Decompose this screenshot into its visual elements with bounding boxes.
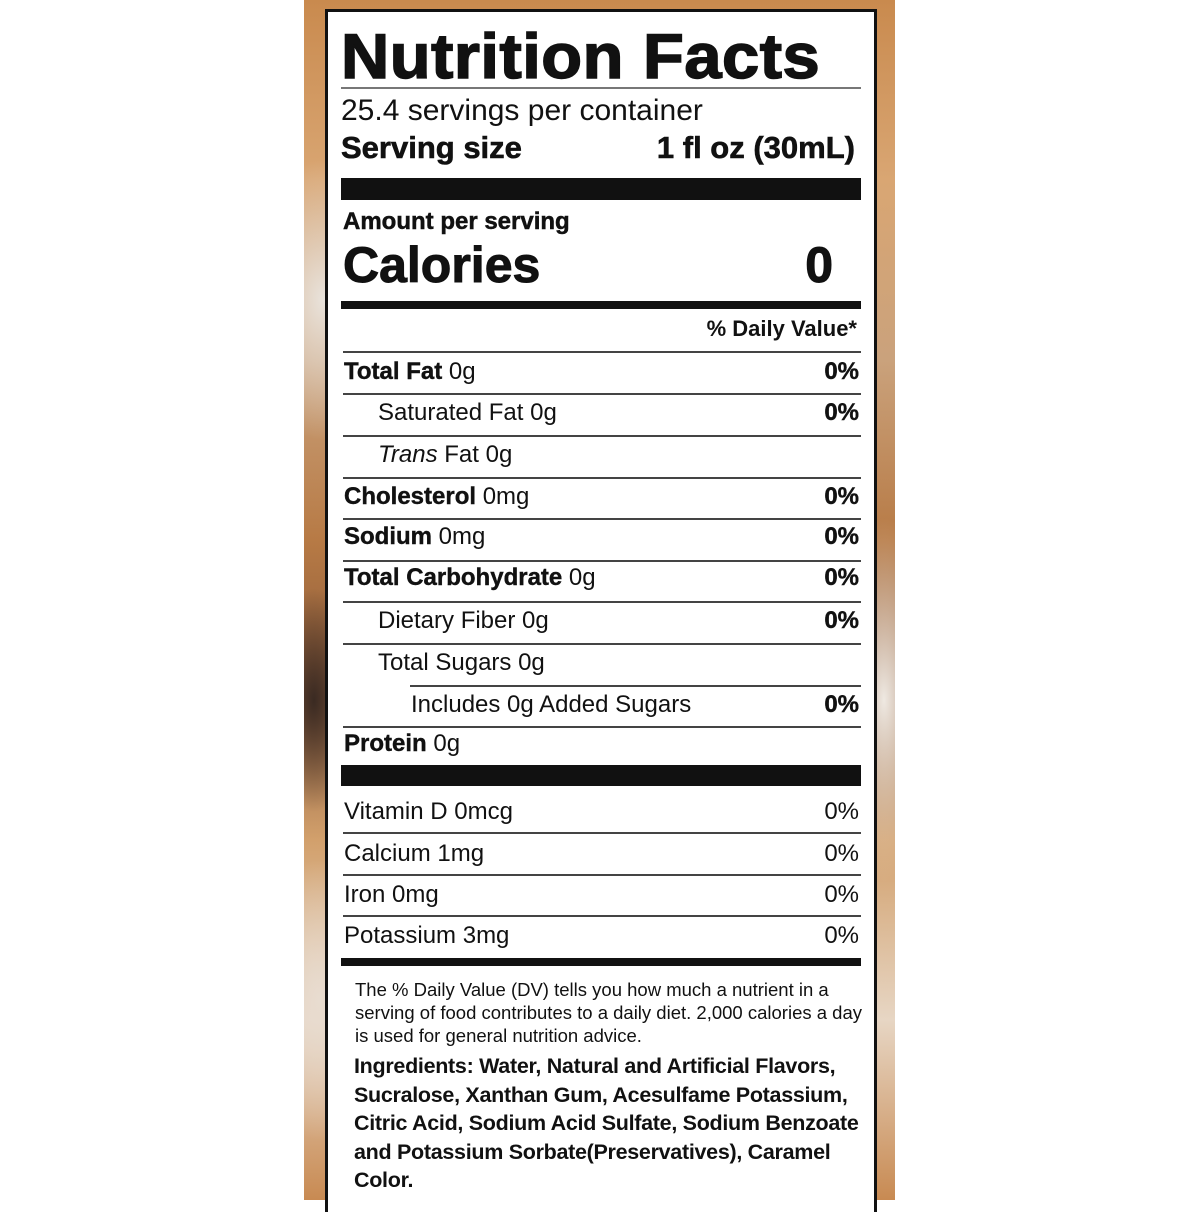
- divider: [343, 874, 861, 876]
- divider: [343, 518, 861, 520]
- divider: [343, 643, 861, 645]
- nutrient-row: Trans Fat 0g: [378, 440, 859, 470]
- divider: [410, 685, 861, 687]
- medium-bar: [341, 958, 861, 966]
- nutrient-name: Dietary Fiber: [378, 607, 516, 634]
- nutrient-label: Cholesterol 0mg: [344, 483, 530, 511]
- nutrient-name: Protein: [344, 730, 427, 757]
- nutrient-label: Includes 0g Added Sugars: [411, 691, 691, 719]
- divider: [343, 560, 861, 562]
- vitamin-label: Potassium 3mg: [344, 922, 509, 950]
- calories-label: Calories: [342, 237, 541, 294]
- vitamin-daily-value: 0%: [824, 840, 859, 867]
- nutrient-row: Total Fat 0g 0%: [344, 357, 859, 387]
- divider: [343, 393, 861, 395]
- nutrient-label: Protein 0g: [344, 730, 460, 758]
- vitamin-row: Calcium 1mg 0%: [344, 839, 859, 869]
- vitamin-daily-value: 0%: [824, 881, 859, 908]
- nutrient-daily-value: 0%: [824, 523, 859, 550]
- nutrient-label: Total Sugars 0g: [378, 649, 545, 677]
- nutrient-amount: 0mg: [438, 523, 486, 550]
- vitamin-name: Calcium: [344, 840, 431, 867]
- medium-bar: [341, 301, 861, 309]
- vitamin-daily-value: 0%: [824, 798, 859, 825]
- nutrient-amount: 0g: [485, 441, 513, 468]
- vitamin-amount: 0mg: [392, 881, 439, 908]
- vitamin-row: Vitamin D 0mcg 0%: [344, 797, 859, 827]
- nutrient-amount: 0g: [433, 730, 461, 757]
- ingredients: Ingredients: Water, Natural and Artifici…: [354, 1054, 859, 1192]
- vitamin-label: Vitamin D 0mcg: [344, 798, 513, 826]
- nutrient-row: Total Sugars 0g: [378, 648, 859, 678]
- nutrient-name: Includes 0g Added Sugars: [411, 691, 692, 718]
- nutrition-facts-label: Nutrition Facts 25.4 servings per contai…: [325, 9, 877, 1212]
- nutrient-daily-value: 0%: [824, 358, 859, 385]
- nutrient-row: Protein 0g: [344, 729, 859, 759]
- nutrient-row: Sodium 0mg 0%: [344, 522, 859, 552]
- nutrient-label: Trans Fat 0g: [378, 441, 512, 469]
- nutrient-row: Dietary Fiber 0g 0%: [378, 606, 859, 636]
- footnote: The % Daily Value (DV) tells you how muc…: [355, 979, 862, 1046]
- label-title: Nutrition Facts: [340, 21, 821, 93]
- divider: [343, 477, 861, 479]
- vitamin-daily-value: 0%: [824, 922, 859, 949]
- nutrient-daily-value: 0%: [824, 607, 859, 634]
- vitamin-amount: 3mg: [462, 922, 510, 949]
- nutrient-name: Total Sugars: [378, 649, 512, 676]
- nutrient-row: Includes 0g Added Sugars 0%: [411, 690, 859, 720]
- divider: [343, 601, 861, 603]
- nutrient-name-suffix: Fat: [444, 441, 479, 468]
- nutrient-label: Sodium 0mg: [344, 523, 486, 551]
- nutrient-daily-value: 0%: [824, 691, 859, 718]
- nutrient-daily-value: 0%: [824, 399, 859, 426]
- nutrient-amount: 0g: [448, 358, 476, 385]
- divider: [343, 915, 861, 917]
- thick-bar: [341, 765, 861, 786]
- daily-value-header: % Daily Value*: [706, 316, 857, 341]
- nutrient-daily-value: 0%: [824, 483, 859, 510]
- nutrient-name: Total Fat: [344, 358, 443, 385]
- vitamin-amount: 0mcg: [454, 798, 513, 825]
- nutrient-amount: 0g: [522, 607, 549, 634]
- nutrient-label: Total Fat 0g: [344, 358, 476, 386]
- nutrient-label: Total Carbohydrate 0g: [344, 564, 596, 592]
- nutrient-row: Cholesterol 0mg 0%: [344, 482, 859, 512]
- vitamin-name: Potassium: [344, 922, 457, 949]
- vitamin-label: Iron 0mg: [344, 881, 439, 909]
- serving-size-label: Serving size: [341, 130, 523, 166]
- nutrient-amount: 0g: [568, 564, 596, 591]
- calories: Calories 0: [342, 236, 834, 294]
- servings-per-container: 25.4 servings per container: [341, 94, 703, 127]
- vitamin-row: Iron 0mg 0%: [344, 880, 859, 910]
- nutrient-amount: 0g: [518, 649, 545, 676]
- divider: [343, 726, 861, 728]
- amount-per-serving: Amount per serving: [343, 208, 570, 236]
- vitamin-label: Calcium 1mg: [344, 840, 484, 868]
- vitamin-name: Vitamin D: [344, 798, 448, 825]
- calories-value: 0: [805, 237, 834, 294]
- nutrient-row: Total Carbohydrate 0g 0%: [344, 563, 859, 593]
- nutrient-name: Sodium: [344, 523, 432, 550]
- nutrient-label: Dietary Fiber 0g: [378, 607, 549, 635]
- nutrient-row: Saturated Fat 0g 0%: [378, 398, 859, 428]
- nutrient-name: Total Carbohydrate: [344, 564, 563, 591]
- nutrient-amount: 0mg: [482, 483, 530, 510]
- nutrient-amount: 0g: [530, 399, 557, 426]
- vitamin-amount: 1mg: [437, 840, 485, 867]
- divider: [343, 351, 861, 353]
- serving-size: Serving size 1 fl oz (30mL): [341, 130, 856, 166]
- vitamin-row: Potassium 3mg 0%: [344, 921, 859, 951]
- thick-bar: [341, 178, 861, 200]
- nutrient-name: Saturated Fat: [378, 399, 524, 426]
- divider: [341, 87, 861, 89]
- nutrient-name: Trans: [378, 441, 438, 468]
- divider: [343, 435, 861, 437]
- divider: [343, 832, 861, 834]
- nutrient-label: Saturated Fat 0g: [378, 399, 557, 427]
- nutrient-name: Cholesterol: [344, 483, 477, 510]
- serving-size-value: 1 fl oz (30mL): [656, 130, 856, 166]
- vitamin-name: Iron: [344, 881, 386, 908]
- nutrient-daily-value: 0%: [824, 564, 859, 591]
